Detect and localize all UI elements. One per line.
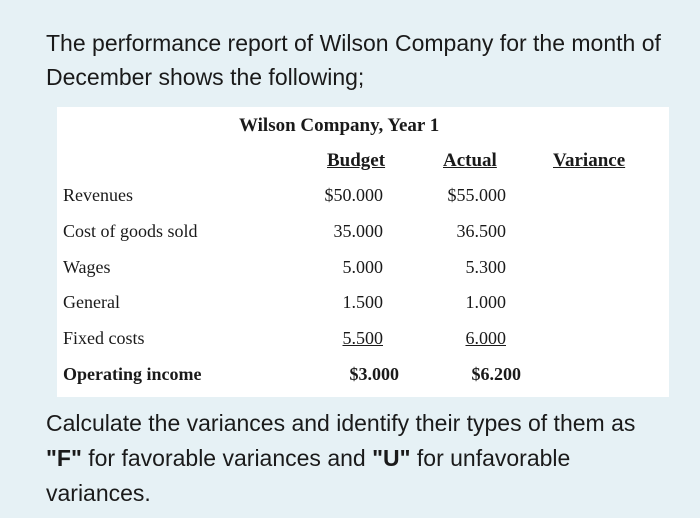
budget-value: 5.500 xyxy=(342,328,384,348)
actual-value: 1.000 xyxy=(465,292,507,312)
actual-value: $6.200 xyxy=(471,364,522,384)
budget-value: 1.500 xyxy=(342,292,384,312)
column-header-actual: Actual xyxy=(443,150,497,171)
row-label: Revenues xyxy=(63,185,133,205)
table-row-fixed-costs: Fixed costs 5.500 6.000 xyxy=(57,326,669,354)
budget-value: 5.000 xyxy=(342,257,384,277)
performance-report-table: Wilson Company, Year 1 Budget Actual Var… xyxy=(57,107,669,397)
table-title: Wilson Company, Year 1 xyxy=(239,115,440,136)
budget-value: 35.000 xyxy=(333,221,384,241)
instructions-text: for unfavorable variances. xyxy=(46,445,571,506)
column-header-variance: Variance xyxy=(553,150,626,171)
actual-value: $55.000 xyxy=(447,185,507,205)
column-header-budget: Budget xyxy=(327,150,386,171)
actual-value: 5.300 xyxy=(465,257,507,277)
row-label: Operating income xyxy=(63,364,202,384)
instructions-paragraph: Calculate the variances and identify the… xyxy=(46,406,676,511)
table-row-wages: Wages 5.000 5.300 xyxy=(57,255,669,283)
budget-value: $3.000 xyxy=(349,364,400,384)
row-label: General xyxy=(63,292,120,312)
row-label: Cost of goods sold xyxy=(63,221,198,241)
budget-value: $50.000 xyxy=(324,185,384,205)
instructions-text: for favorable variances and xyxy=(81,445,373,471)
table-row-revenues: Revenues $50.000 $55.000 xyxy=(57,183,669,211)
intro-paragraph: The performance report of Wilson Company… xyxy=(46,30,661,90)
favorable-code: "F" xyxy=(46,445,82,471)
row-label: Wages xyxy=(63,257,111,277)
row-label: Fixed costs xyxy=(63,328,145,348)
table-row-general: General 1.500 1.000 xyxy=(57,290,669,318)
actual-value: 36.500 xyxy=(456,221,507,241)
table-row-operating-income: Operating income $3.000 $6.200 xyxy=(57,362,669,390)
table-row-cost-of-goods-sold: Cost of goods sold 35.000 36.500 xyxy=(57,219,669,247)
actual-value: 6.000 xyxy=(465,328,507,348)
instructions-text: Calculate the variances and identify the… xyxy=(46,410,636,436)
unfavorable-code: "U" xyxy=(372,445,411,471)
